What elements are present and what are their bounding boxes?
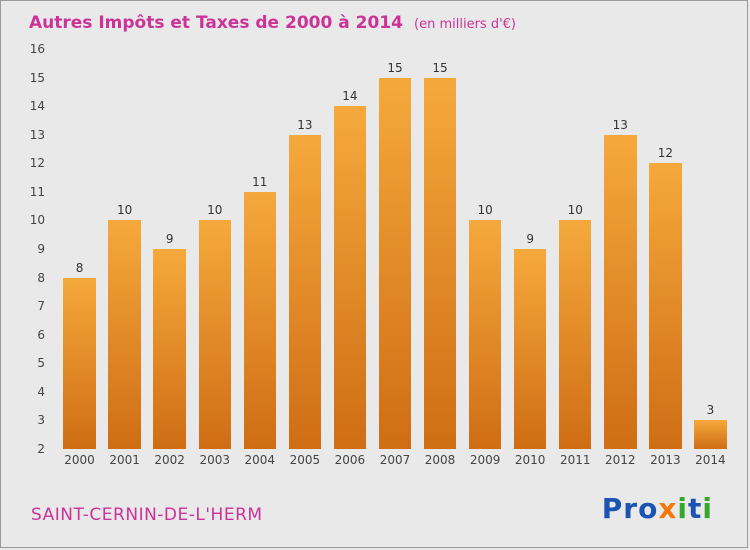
x-tick-label: 2013 [650, 453, 681, 467]
y-tick-label: 7 [37, 299, 45, 314]
y-tick-label: 2 [37, 442, 45, 456]
x-tick-label: 2000 [64, 453, 95, 467]
bar-value-label: 9 [165, 232, 174, 246]
bar-value-label: 12 [657, 146, 673, 161]
bar-slot: 15 [418, 49, 463, 449]
y-tick-label: 4 [37, 384, 45, 399]
x-tick-label: 2001 [109, 453, 140, 467]
bar-value-label: 9 [526, 232, 534, 246]
y-tick-label: 6 [37, 327, 45, 342]
bar [649, 163, 682, 449]
x-tick-label: 2011 [559, 453, 591, 467]
y-tick-label: 13 [29, 127, 45, 142]
bar-value-label: 10 [477, 203, 493, 218]
bar-value-label: 10 [207, 203, 223, 218]
x-tick-label: 2008 [424, 453, 456, 467]
y-tick-label: 14 [29, 99, 45, 114]
x-axis-labels: 2000 2001 2002 2003 2004 2005 2006 2007 2008 2009… [57, 453, 733, 467]
bar [468, 220, 502, 449]
logo-letter: o [638, 492, 659, 525]
bar-slot: 3 [688, 49, 733, 449]
bar [108, 220, 141, 449]
commune-name: SAINT-CERNIN-DE-L'HERM [31, 505, 263, 525]
y-tick-label: 3 [37, 413, 45, 428]
bar [288, 134, 322, 449]
y-tick-label: 8 [37, 270, 45, 285]
y-axis: 16 15 14 13 12 11 10 9 8 7 6 5 4 3 2 [1, 42, 53, 456]
bar [604, 134, 637, 449]
x-tick-label: 2006 [334, 453, 366, 467]
bar [513, 249, 547, 449]
bar-slot: 10 [102, 49, 147, 449]
bar [63, 277, 96, 449]
bar-value-label: 13 [297, 117, 313, 132]
bar [198, 220, 231, 449]
bar-value-label: 10 [567, 203, 583, 218]
y-tick-label: 10 [29, 213, 45, 228]
logo-letter: i [677, 492, 688, 525]
y-tick-label: 11 [29, 184, 45, 199]
bar [333, 106, 367, 449]
bar-slot: 15 [372, 49, 417, 449]
y-tick-label: 15 [29, 70, 45, 85]
bar [559, 220, 592, 449]
x-tick-label: 2009 [469, 453, 501, 467]
logo-letter: x [658, 492, 678, 525]
x-tick-label: 2014 [695, 453, 726, 467]
logo-letter: i [702, 492, 713, 525]
bar [423, 77, 457, 449]
plot-area: 8 10 9 10 11 13 14 15 15 10 9 10 13 12 3 [57, 49, 733, 449]
bar-value-label: 15 [387, 60, 403, 75]
logo-letter: r [623, 492, 639, 525]
bar [243, 191, 276, 449]
logo-letter: P [601, 492, 624, 525]
bar-slot: 11 [237, 49, 282, 449]
x-tick-label: 2002 [154, 453, 185, 467]
bar-slot: 14 [327, 49, 372, 449]
chart-title: Autres Impôts et Taxes de 2000 à 2014 [29, 13, 403, 33]
bar [153, 249, 186, 449]
bar-value-label: 15 [432, 60, 448, 75]
bar-slot: 12 [643, 49, 688, 449]
chart-subtitle: (en milliers d'€) [414, 17, 516, 32]
bar [694, 420, 727, 449]
bar-slot: 13 [282, 49, 327, 449]
bar-slot: 9 [508, 49, 553, 449]
bar-slot: 10 [463, 49, 508, 449]
bar-value-label: 14 [342, 89, 358, 104]
bar [378, 77, 412, 449]
x-tick-label: 2007 [379, 453, 411, 467]
y-tick-label: 16 [29, 42, 45, 56]
x-tick-label: 2012 [605, 453, 636, 467]
bar-slot: 10 [553, 49, 598, 449]
y-tick-label: 5 [37, 356, 45, 371]
bar-slot: 13 [598, 49, 643, 449]
proxiti-logo: Proxiti [602, 492, 713, 525]
bar-value-label: 11 [252, 174, 268, 189]
bar-value-label: 8 [75, 260, 84, 275]
x-tick-label: 2005 [289, 453, 321, 467]
bar-slot: 8 [57, 49, 102, 449]
y-tick-label: 12 [29, 156, 45, 171]
logo-letter: t [688, 492, 703, 525]
x-tick-label: 2004 [244, 453, 276, 467]
footer: SAINT-CERNIN-DE-L'HERM Proxiti [1, 492, 747, 525]
y-tick-label: 9 [37, 242, 45, 256]
bar-value-label: 10 [116, 203, 133, 218]
x-tick-label: 2010 [514, 453, 546, 467]
chart-header: Autres Impôts et Taxes de 2000 à 2014 (e… [29, 13, 516, 33]
x-tick-label: 2003 [199, 453, 230, 467]
bar-value-label: 3 [706, 403, 715, 418]
bar-slot: 9 [147, 49, 192, 449]
bar-value-label: 13 [612, 117, 628, 132]
bar-slot: 10 [192, 49, 237, 449]
